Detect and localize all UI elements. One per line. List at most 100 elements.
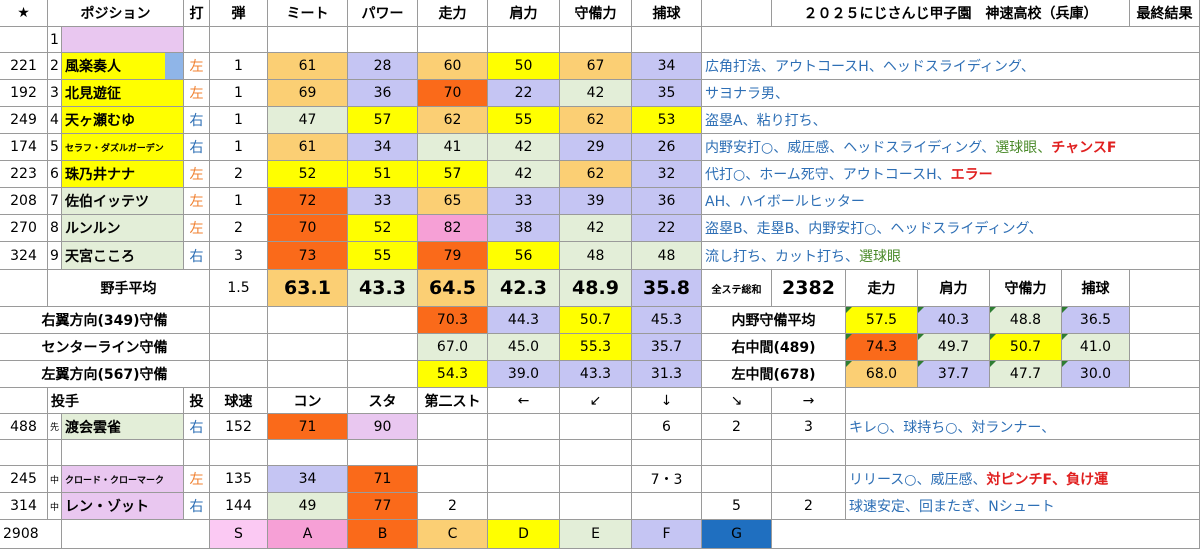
blank: [702, 440, 772, 466]
defense-value: 67: [560, 53, 632, 80]
skill-text: キレ○、球持ち○、対ランナー、: [849, 419, 1056, 436]
star-header: ★: [0, 0, 48, 27]
player-name: 北見遊征: [62, 80, 184, 107]
defense-value: 29: [560, 134, 632, 161]
blank: [846, 440, 1200, 466]
catch-value: 26: [632, 134, 702, 161]
batting-order: 2: [48, 53, 62, 80]
star-value: 249: [0, 107, 48, 134]
catch-value: 53: [632, 107, 702, 134]
blank: [0, 27, 48, 53]
pitch-speed: 152: [210, 414, 268, 440]
blank: [184, 440, 210, 466]
power-value: 57: [348, 107, 418, 134]
avg-arm: 42.3: [488, 270, 560, 307]
pitcher-header: 投手: [48, 388, 184, 414]
defense-arm: 45.0: [488, 334, 560, 361]
blank: [348, 440, 418, 466]
arm-value: 38: [488, 215, 560, 242]
sub-defense-header: 守備力: [990, 270, 1062, 307]
second-pitch: 2: [418, 493, 488, 520]
blank: [846, 388, 1200, 414]
pitch-down: 6: [632, 414, 702, 440]
power-value: 28: [348, 53, 418, 80]
bat-hand: 左: [184, 188, 210, 215]
pitch-control: 34: [268, 466, 348, 493]
bat-hand: 右: [184, 107, 210, 134]
speed-header: 球速: [210, 388, 268, 414]
player-name: 佐伯イッテツ: [62, 188, 184, 215]
event-title: ２０２５にじさんじ甲子園 神速高校（兵庫）: [772, 0, 1130, 27]
batting-order: 9: [48, 242, 62, 270]
defense-defense: 50.7: [560, 307, 632, 334]
player-skills: 内野安打○、威圧感、ヘッドスライディング、選球眼、チャンスF: [702, 134, 1200, 161]
pitch-right: 2: [772, 493, 846, 520]
defense-value: 62: [560, 107, 632, 134]
pitch-control: 71: [268, 414, 348, 440]
run-value: 70: [418, 80, 488, 107]
defense-run: 67.0: [418, 334, 488, 361]
defense-value: 48: [560, 242, 632, 270]
defense-row-label: センターライン守備: [0, 334, 210, 361]
catch-value: 22: [632, 215, 702, 242]
blank: [0, 440, 48, 466]
bat-hand: 右: [184, 242, 210, 270]
catch-value: 48: [632, 242, 702, 270]
arm-value: 22: [488, 80, 560, 107]
skill-text: リリース○、威圧感、: [849, 472, 987, 488]
arm-value: 33: [488, 188, 560, 215]
defense-catch: 35.7: [632, 334, 702, 361]
throw-header: 投: [184, 388, 210, 414]
grand-total: 2908: [0, 520, 62, 549]
defense-arm: 39.0: [488, 361, 560, 388]
player-skills: サヨナラ男、: [702, 80, 1200, 107]
grade-legend-F: F: [632, 520, 702, 549]
sub-catch-header: 捕球: [1062, 270, 1130, 307]
defense-run-2: 68.0: [846, 361, 918, 388]
pitch-down-left: [560, 493, 632, 520]
blank: [348, 361, 418, 388]
meet-value: 61: [268, 53, 348, 80]
defense-defense: 55.3: [560, 334, 632, 361]
blank: [1130, 270, 1200, 307]
blank: [62, 520, 210, 549]
blank: [702, 27, 1200, 53]
avg-bullet: 1.5: [210, 270, 268, 307]
blank: [488, 27, 560, 53]
pitch-down-left: [560, 414, 632, 440]
pitcher-skills: 球速安定、回またぎ、Nシュート: [846, 493, 1200, 520]
batting-order: 6: [48, 161, 62, 188]
defense-catch: 45.3: [632, 307, 702, 334]
avg-power: 43.3: [348, 270, 418, 307]
meet-value: 73: [268, 242, 348, 270]
meet-value: 61: [268, 134, 348, 161]
blank: [560, 27, 632, 53]
defense-header: 守備力: [560, 0, 632, 27]
pitcher-skills: キレ○、球持ち○、対ランナー、: [846, 414, 1200, 440]
arrow-down-icon: ↓: [632, 388, 702, 414]
player-name: ルンルン: [62, 215, 184, 242]
skill-text: 流し打ち、カット打ち、: [705, 248, 859, 265]
blank: [268, 334, 348, 361]
arrow-down-right-icon: ↘: [702, 388, 772, 414]
defense-row-label-2: 左中間(678): [702, 361, 846, 388]
pitch-stamina: 90: [348, 414, 418, 440]
player-skills: 盗塁A、粘り打ち、: [702, 107, 1200, 134]
blank: [418, 440, 488, 466]
blank: [62, 440, 184, 466]
catch-value: 32: [632, 161, 702, 188]
power-value: 34: [348, 134, 418, 161]
skill-text: 内野安打○、威圧感、ヘッドスライディング、: [705, 140, 996, 156]
pitcher-role: 中: [48, 466, 62, 493]
second-pitch: [418, 466, 488, 493]
run-value: 65: [418, 188, 488, 215]
grade-legend-B: B: [348, 520, 418, 549]
arm-header: 肩力: [488, 0, 560, 27]
defense-defense-2: 47.7: [990, 361, 1062, 388]
pitcher-name: 渡会雲雀: [62, 414, 184, 440]
star-value: 192: [0, 80, 48, 107]
bat-hand: 左: [184, 80, 210, 107]
pitch-left: [488, 414, 560, 440]
blank: [210, 361, 268, 388]
